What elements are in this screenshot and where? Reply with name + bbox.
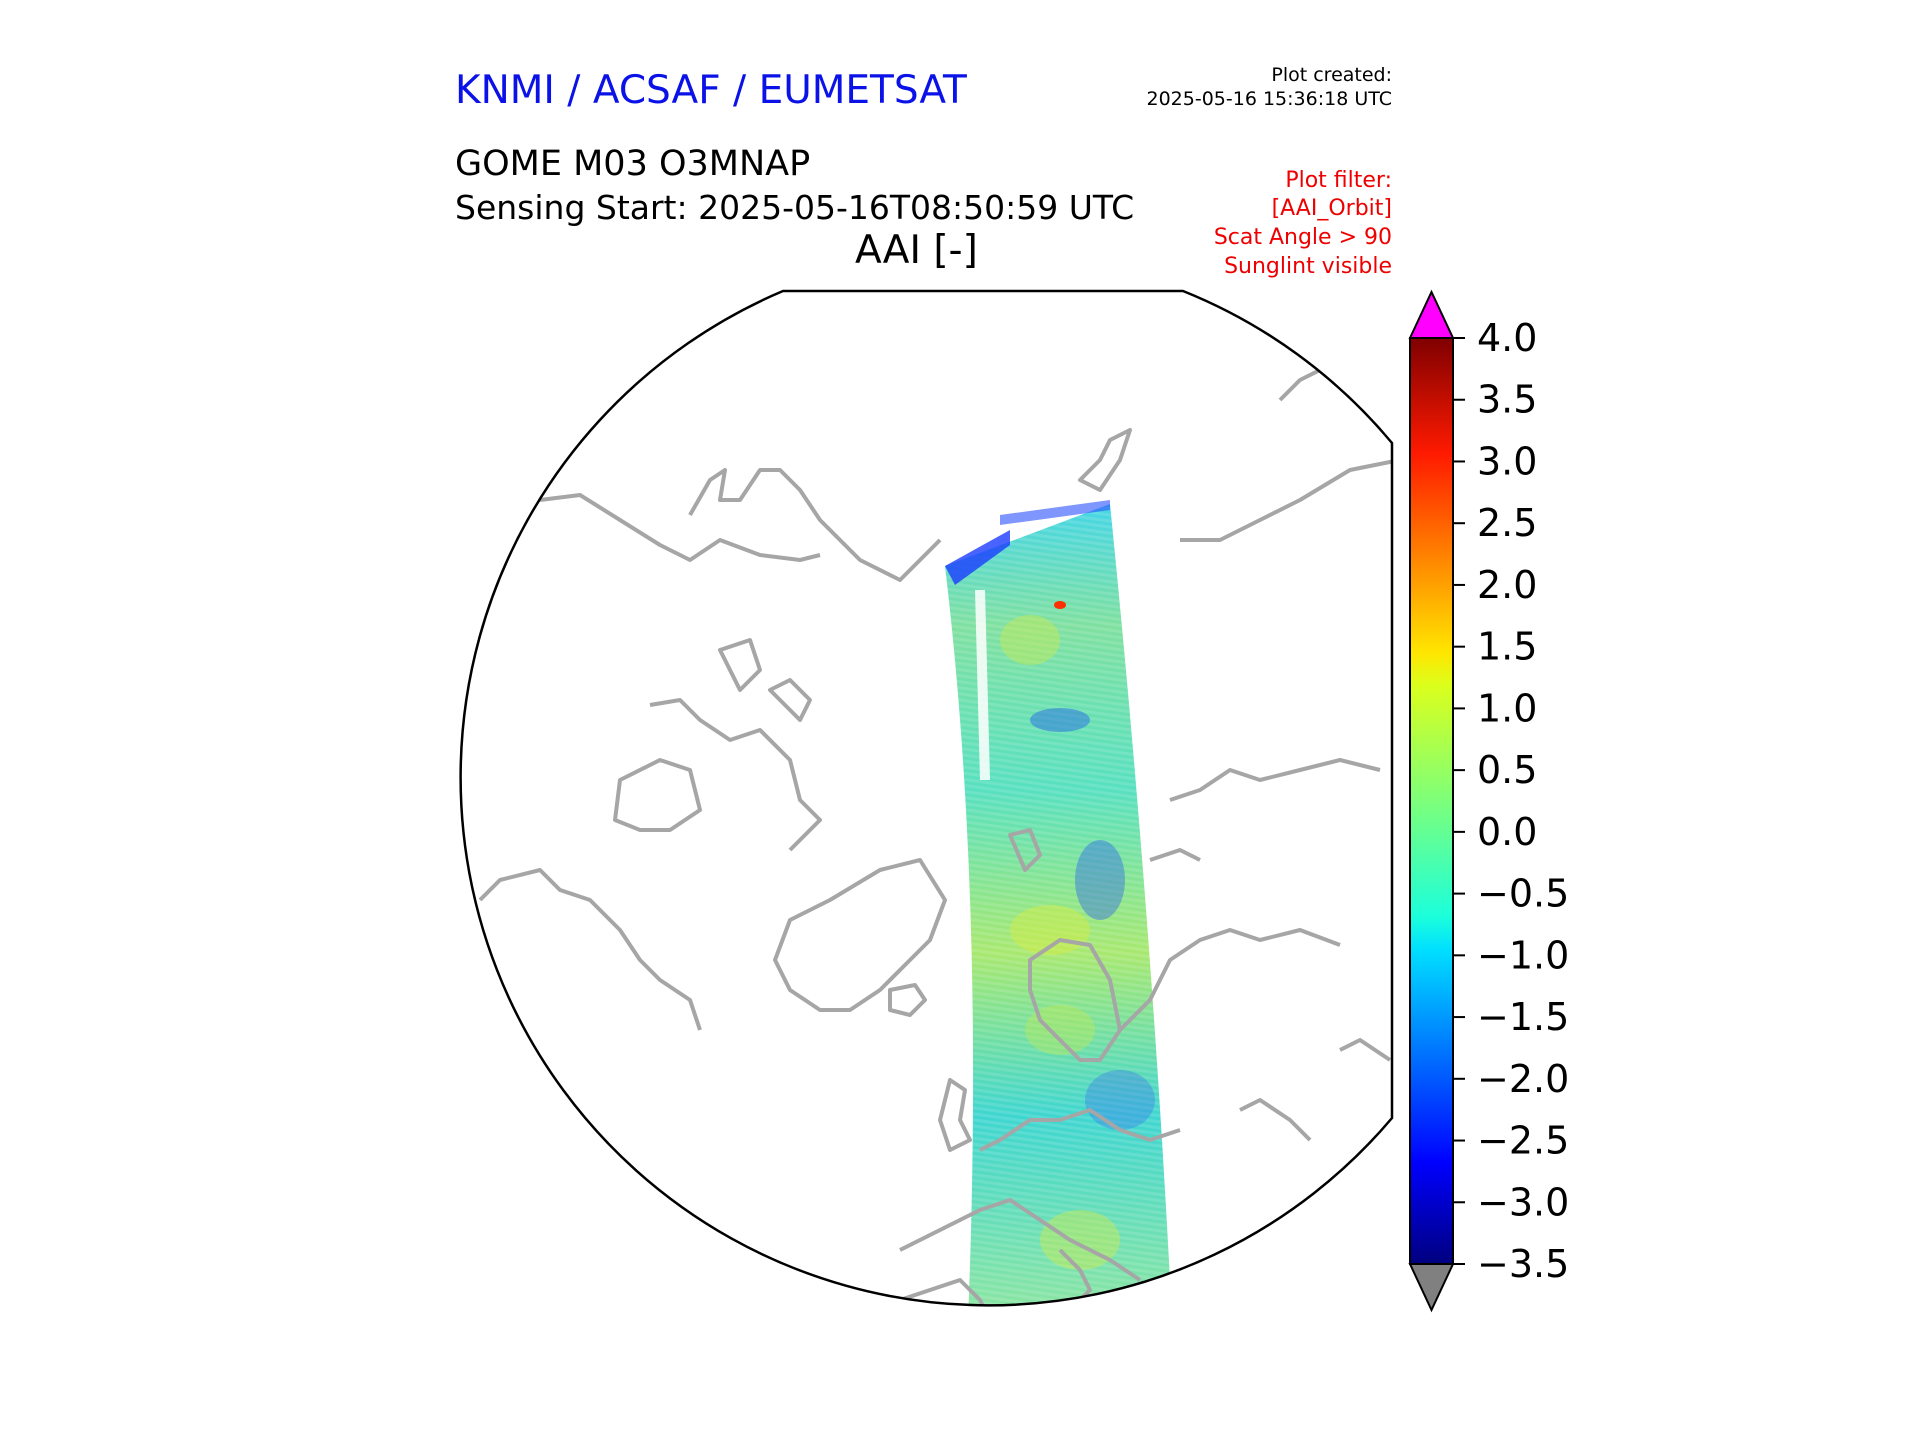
colorbar-tick-label: 0.0 (1477, 810, 1537, 854)
filter-item: [AAI_Orbit] (1271, 196, 1392, 221)
colorbar-tick-label: 1.5 (1477, 625, 1537, 669)
plot-created-time: 2025-05-16 15:36:18 UTC (1146, 88, 1393, 110)
colorbar-tick-label: 1.0 (1477, 686, 1537, 730)
colorbar-tick-label: −3.5 (1477, 1242, 1569, 1286)
product-title: GOME M03 O3MNAP (455, 144, 811, 184)
colorbar-tick-label: −1.5 (1477, 995, 1569, 1039)
map-boundary (459, 289, 1394, 1307)
organisation-title: KNMI / ACSAF / EUMETSAT (455, 68, 967, 113)
colorbar-tick-label: −0.5 (1477, 872, 1569, 916)
colorbar-scale (1409, 337, 1454, 1265)
colorbar-tick-label: 4.0 (1477, 316, 1537, 360)
colorbar: 4.0 3.5 3.0 2.5 2.0 1.5 1.0 0.5 0.0 −0.5 −1.0 −1.5 −… (1408, 289, 1569, 1313)
plot-created-label: Plot created: (1271, 64, 1392, 86)
colorbar-extend-min-arrow (1408, 1263, 1455, 1313)
colorbar-tick-label: 0.5 (1477, 748, 1537, 792)
filter-item: Scat Angle > 90 (1213, 225, 1392, 250)
plot-title: AAI [-] (855, 228, 978, 273)
colorbar-tick-label: −2.0 (1477, 1057, 1569, 1101)
colorbar-tick-label: 2.5 (1477, 501, 1537, 545)
colorbar-tick-label: −2.5 (1477, 1119, 1569, 1163)
colorbar-extend-max-arrow (1408, 289, 1455, 339)
colorbar-tick-label: −3.0 (1477, 1180, 1569, 1224)
sensing-start: Sensing Start: 2025-05-16T08:50:59 UTC (455, 188, 1135, 227)
colorbar-tick-label: 2.0 (1477, 563, 1537, 607)
map-area (478, 368, 1392, 1306)
filter-label: Plot filter: (1285, 168, 1392, 193)
coastlines (478, 368, 1392, 1306)
colorbar-tick-label: −1.0 (1477, 933, 1569, 977)
colorbar-tick-label: 3.5 (1477, 378, 1537, 422)
colorbar-tick-label: 3.0 (1477, 439, 1537, 483)
filter-item: Sunglint visible (1224, 254, 1392, 279)
